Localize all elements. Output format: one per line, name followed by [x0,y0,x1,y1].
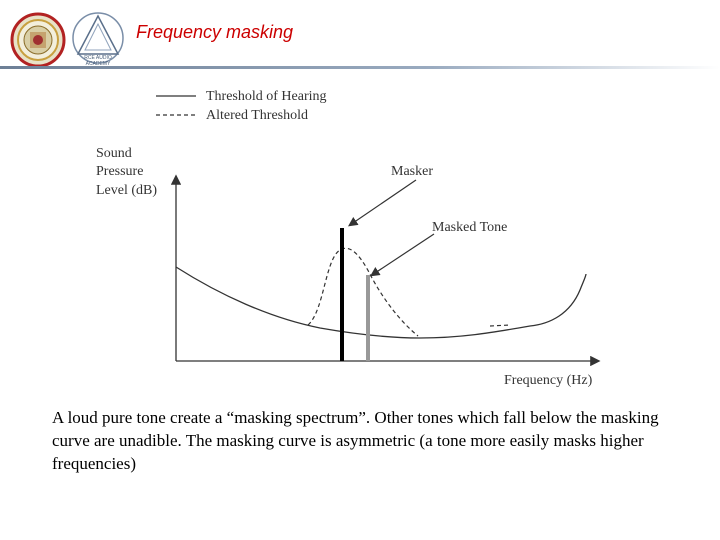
altered-threshold-curve-right [489,324,511,327]
legend-solid-label: Threshold of Hearing [206,89,327,104]
masking-diagram: Threshold of Hearing Altered Threshold S… [96,89,601,388]
slide-caption: A loud pure tone create a “masking spect… [52,408,659,473]
x-axis-label: Frequency (Hz) [504,373,593,388]
altered-threshold-curve [307,247,419,337]
masker-bar [340,228,344,361]
masked-tone-bar [366,275,370,361]
y-axis-label-line1: Sound [96,146,132,161]
logo-text-line2: ACADEMY [86,61,111,67]
masker-annotation: Masker [391,164,433,179]
university-seal-icon [10,12,66,68]
logo-text-line1: RCE AUDIO [84,55,112,61]
masked-tone-annotation: Masked Tone [432,220,507,235]
y-axis-label-line2: Pressure [96,164,143,179]
legend-dashed-label: Altered Threshold [206,108,308,123]
academy-triangle-logo-icon: RCE AUDIO ACADEMY [72,12,124,67]
legend: Threshold of Hearing Altered Threshold [156,89,327,123]
masked-tone-arrow [369,233,435,277]
masker-arrow [348,179,417,227]
y-axis-label-line3: Level (dB) [96,183,157,198]
header-rule [0,66,720,69]
threshold-of-hearing-curve [175,266,587,339]
slide-title: Frequency masking [136,22,294,42]
